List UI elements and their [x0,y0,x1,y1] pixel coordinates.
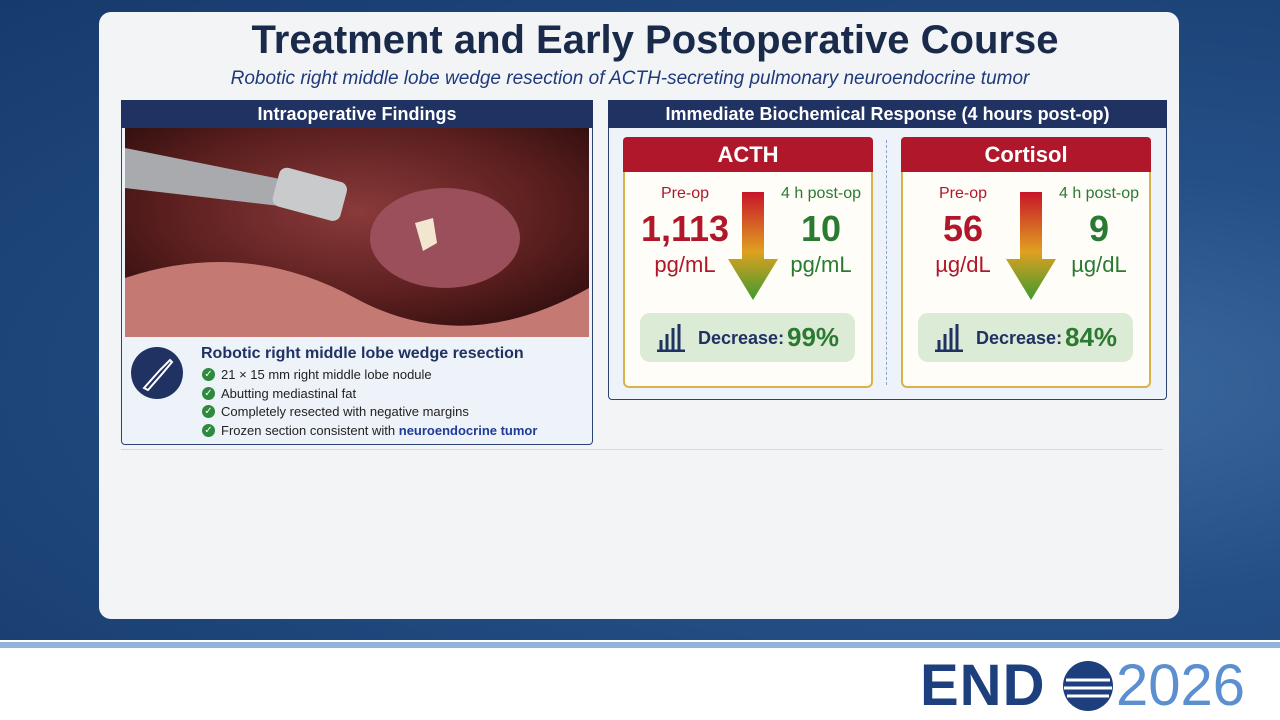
scalpel-icon [131,347,183,399]
separator [121,449,1163,450]
bar-chart-icon [933,322,965,353]
check-icon: ✓ [202,405,215,418]
divider [886,140,887,385]
highlight [415,218,437,251]
bullet: Abutting mediastinal fat [221,386,356,401]
bullet-text: Frozen section consistent with [221,422,399,438]
bullet-text: Abutting mediastinal fat [221,385,357,401]
bullet: Frozen section consistent with neuroendo… [221,423,537,438]
logo-brand: END [920,653,1046,718]
check-icon: ✓ [202,423,215,437]
surgical-image [125,128,589,337]
post-value: 10 [800,208,842,249]
caption-title: Robotic right middle lobe wedge resectio… [201,345,524,362]
subtitle: Robotic right middle lobe wedge resectio… [230,68,1030,89]
bullet: 21 × 15 mm right middle lobe nodule [221,367,432,382]
pre-value: 1,113 [640,208,730,249]
left-panel-header: Intraoperative Findings [121,100,593,128]
right-panel-header: Immediate Biochemical Response (4 hours … [608,100,1167,128]
card-header: ACTH [623,137,873,172]
lung-tissue [125,262,589,337]
decrease-pill [640,313,855,362]
footer-stripe [0,642,1280,648]
logo-year: 2026 [1116,653,1246,718]
bars [935,324,963,353]
bullet-highlight: neuroendocrine tumor [398,422,538,438]
pre-value: 56 [942,208,984,249]
post-unit: µg/dL [1071,252,1127,277]
decrease-value: 84% [1065,322,1118,352]
decrease-pill [918,313,1133,362]
bullet-text: 21 × 15 mm right middle lobe nodule [221,367,432,382]
title: Treatment and Early Postoperative Course [251,18,1059,62]
bars [657,324,685,353]
post-label: 4 h post-op [1058,185,1140,202]
pre-unit: pg/mL [654,252,716,277]
decrease-value: 99% [787,322,840,352]
instrument-tip [272,167,348,221]
check-icon: ✓ [202,386,215,400]
check-icon: ✓ [202,368,215,381]
bullet: Completely resected with negative margin… [221,404,469,419]
nodule [370,188,520,288]
decrease-label: Decrease: [976,328,1063,348]
pre-label: Pre-op [660,185,710,202]
post-value: 9 [1088,208,1110,249]
bar-chart-icon [655,322,687,353]
decrease-label: Decrease: [698,328,785,348]
pre-unit: µg/dL [935,252,991,277]
card-header: Cortisol [901,137,1151,172]
bullet-text: Completely resected with negative margin… [221,404,469,419]
post-label: 4 h post-op [780,185,862,202]
post-unit: pg/mL [790,252,852,277]
pre-label: Pre-op [938,185,988,202]
logo-globe [1063,661,1113,711]
